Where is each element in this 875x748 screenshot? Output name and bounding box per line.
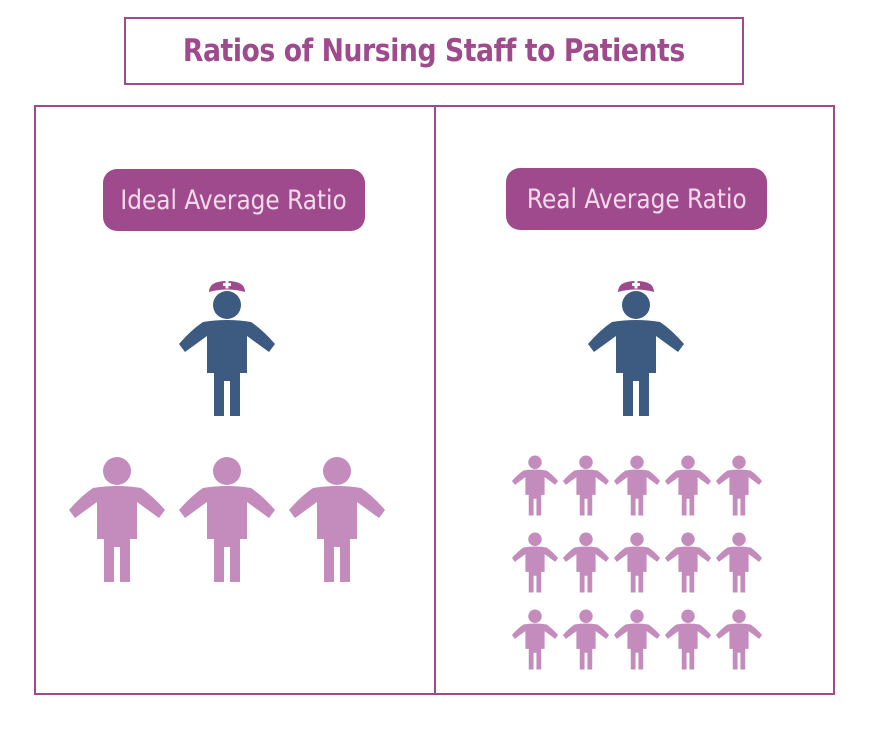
patient-icon bbox=[613, 532, 661, 593]
patient-icon bbox=[289, 457, 385, 582]
page-title: Ratios of Nursing Staff to Patients bbox=[183, 33, 685, 69]
patient-icon bbox=[69, 457, 165, 582]
patient-icon bbox=[715, 455, 763, 516]
panel-real: Real Average Ratio bbox=[434, 105, 835, 695]
patient-icon bbox=[511, 455, 559, 516]
patient-icon bbox=[613, 455, 661, 516]
patient-icon bbox=[613, 609, 661, 670]
patient-icon bbox=[715, 609, 763, 670]
real-ratio-label: Real Average Ratio bbox=[506, 168, 767, 230]
patient-icon bbox=[562, 532, 610, 593]
ideal-ratio-label: Ideal Average Ratio bbox=[103, 169, 365, 231]
title-box: Ratios of Nursing Staff to Patients bbox=[124, 17, 744, 85]
nurse-icon bbox=[179, 280, 275, 416]
patient-icon bbox=[664, 609, 712, 670]
patient-icon bbox=[715, 532, 763, 593]
patient-icon bbox=[664, 532, 712, 593]
panel-ideal: Ideal Average Ratio bbox=[34, 105, 436, 695]
nurse-icon bbox=[588, 280, 684, 416]
patient-icon bbox=[179, 457, 275, 582]
patient-icon bbox=[562, 609, 610, 670]
real-ratio-label-text: Real Average Ratio bbox=[526, 183, 747, 215]
patient-icon bbox=[511, 609, 559, 670]
patient-icon bbox=[511, 532, 559, 593]
patient-icon bbox=[562, 455, 610, 516]
ideal-ratio-label-text: Ideal Average Ratio bbox=[120, 184, 348, 216]
patient-icon bbox=[664, 455, 712, 516]
